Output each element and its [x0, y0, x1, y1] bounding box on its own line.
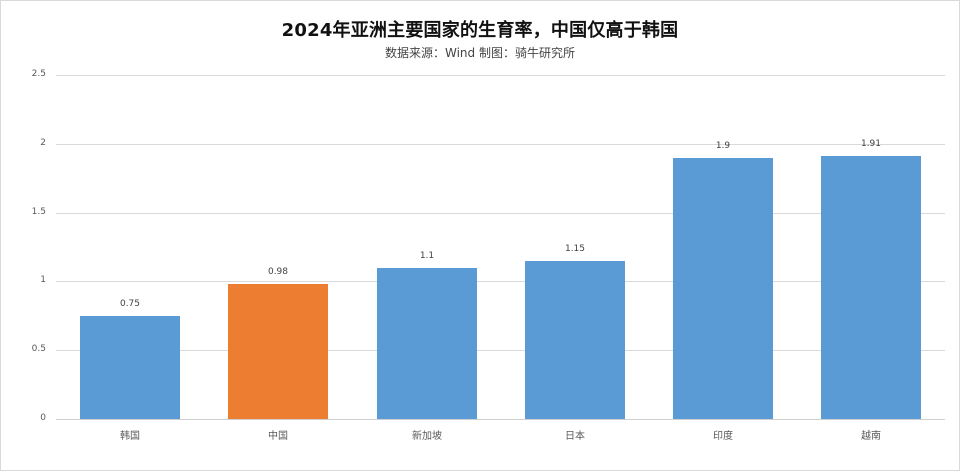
x-axis-category-label: 印度: [713, 431, 733, 442]
x-axis-category-label: 中国: [268, 431, 288, 442]
y-axis-tick-label: 1: [40, 275, 46, 285]
bar-value-label: 1.1: [419, 251, 435, 261]
bar: [673, 158, 773, 419]
x-axis-category-label: 越南: [861, 431, 881, 442]
gridline: [56, 213, 945, 214]
gridline: [56, 281, 945, 282]
gridline: [56, 144, 945, 145]
chart-title: 2024年亚洲主要国家的生育率，中国仅高于韩国: [281, 20, 679, 41]
bar: [821, 156, 921, 419]
bar: [525, 261, 625, 419]
y-axis-tick-label: 1.5: [31, 207, 46, 217]
y-axis-tick-label: 0.5: [31, 344, 46, 354]
bar-value-label: 1.9: [715, 141, 731, 151]
x-axis-category-label: 新加坡: [412, 431, 442, 442]
bar: [228, 284, 328, 419]
gridline: [56, 75, 945, 76]
bar-value-label: 0.75: [119, 299, 141, 309]
bar: [377, 268, 477, 419]
gridline: [56, 419, 945, 420]
x-axis-category-label: 日本: [565, 431, 585, 442]
gridline: [56, 350, 945, 351]
bar-value-label: 1.91: [860, 139, 882, 149]
y-axis-tick-label: 2: [40, 138, 46, 148]
chart-subtitle: 数据来源：Wind 制图：骑牛研究所: [385, 46, 575, 60]
bar-value-label: 1.15: [564, 244, 586, 254]
y-axis-tick-label: 2.5: [31, 69, 46, 79]
bar-value-label: 0.98: [267, 267, 289, 277]
x-axis-category-label: 韩国: [120, 431, 140, 442]
y-axis-tick-label: 0: [40, 413, 46, 423]
bar: [80, 316, 180, 419]
